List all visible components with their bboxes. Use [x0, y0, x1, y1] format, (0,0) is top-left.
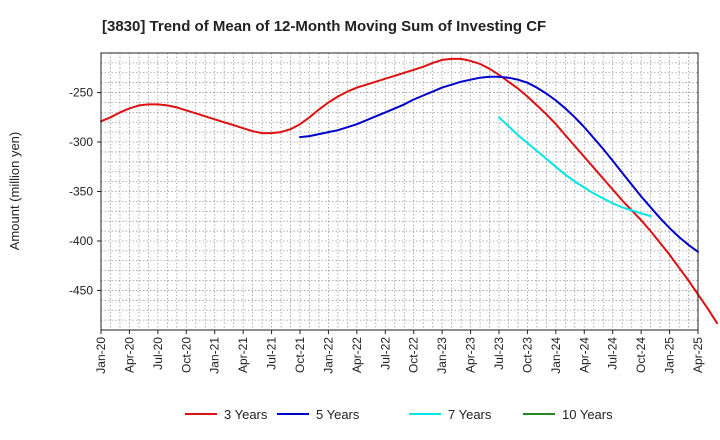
grid: [100, 52, 699, 331]
chart-title: [3830] Trend of Mean of 12-Month Moving …: [102, 18, 546, 35]
x-tick-label: Jan-25: [663, 337, 677, 374]
y-tick-label: -300: [69, 135, 93, 149]
legend-label: 5 Years: [316, 407, 360, 422]
legend-label: 10 Years: [562, 407, 613, 422]
x-tick-label: Jul-21: [265, 337, 279, 370]
series-line-3-years: [100, 57, 718, 325]
x-tick-label: Jan-22: [321, 337, 335, 374]
x-tick-label: Jan-23: [435, 337, 449, 374]
legend-label: 7 Years: [448, 407, 492, 422]
x-tick-label: Apr-21: [236, 337, 250, 373]
y-tick-label: -250: [69, 86, 93, 100]
legend: 3 Years 5 Years 7 Years 10 Years: [185, 407, 613, 422]
x-tick-label: Jan-24: [549, 337, 563, 374]
y-axis-ticks: -250 -300 -350 -400 -450: [69, 86, 101, 297]
x-tick-label: Oct-24: [634, 337, 648, 373]
x-tick-label: Apr-24: [577, 337, 591, 373]
x-tick-label: Apr-20: [122, 337, 136, 373]
y-tick-label: -400: [69, 234, 93, 248]
legend-label: 3 Years: [224, 407, 268, 422]
x-tick-label: Oct-20: [179, 337, 193, 373]
y-tick-label: -450: [69, 283, 93, 297]
series-line-5-years: [299, 75, 699, 253]
y-axis-label: Amount (million yen): [7, 132, 22, 251]
series-lines: [100, 57, 718, 325]
x-tick-label: Apr-22: [350, 337, 364, 373]
x-tick-label: Jul-22: [378, 337, 392, 370]
x-tick-label: Jan-20: [94, 337, 108, 374]
x-axis-ticks: Jan-20 Apr-20 Jul-20 Oct-20 Jan-21 Apr-21 Jul-…: [94, 330, 705, 374]
x-tick-label: Oct-23: [520, 337, 534, 373]
x-tick-label: Jan-21: [208, 337, 222, 374]
x-tick-label: Apr-25: [691, 337, 705, 373]
x-tick-label: Oct-22: [407, 337, 421, 373]
x-tick-label: Oct-21: [293, 337, 307, 373]
x-tick-label: Jul-23: [492, 337, 506, 370]
x-tick-label: Jul-24: [606, 337, 620, 370]
x-tick-label: Apr-23: [464, 337, 478, 373]
x-tick-label: Jul-20: [151, 337, 165, 370]
y-tick-label: -350: [69, 185, 93, 199]
series-line-7-years: [498, 116, 652, 218]
